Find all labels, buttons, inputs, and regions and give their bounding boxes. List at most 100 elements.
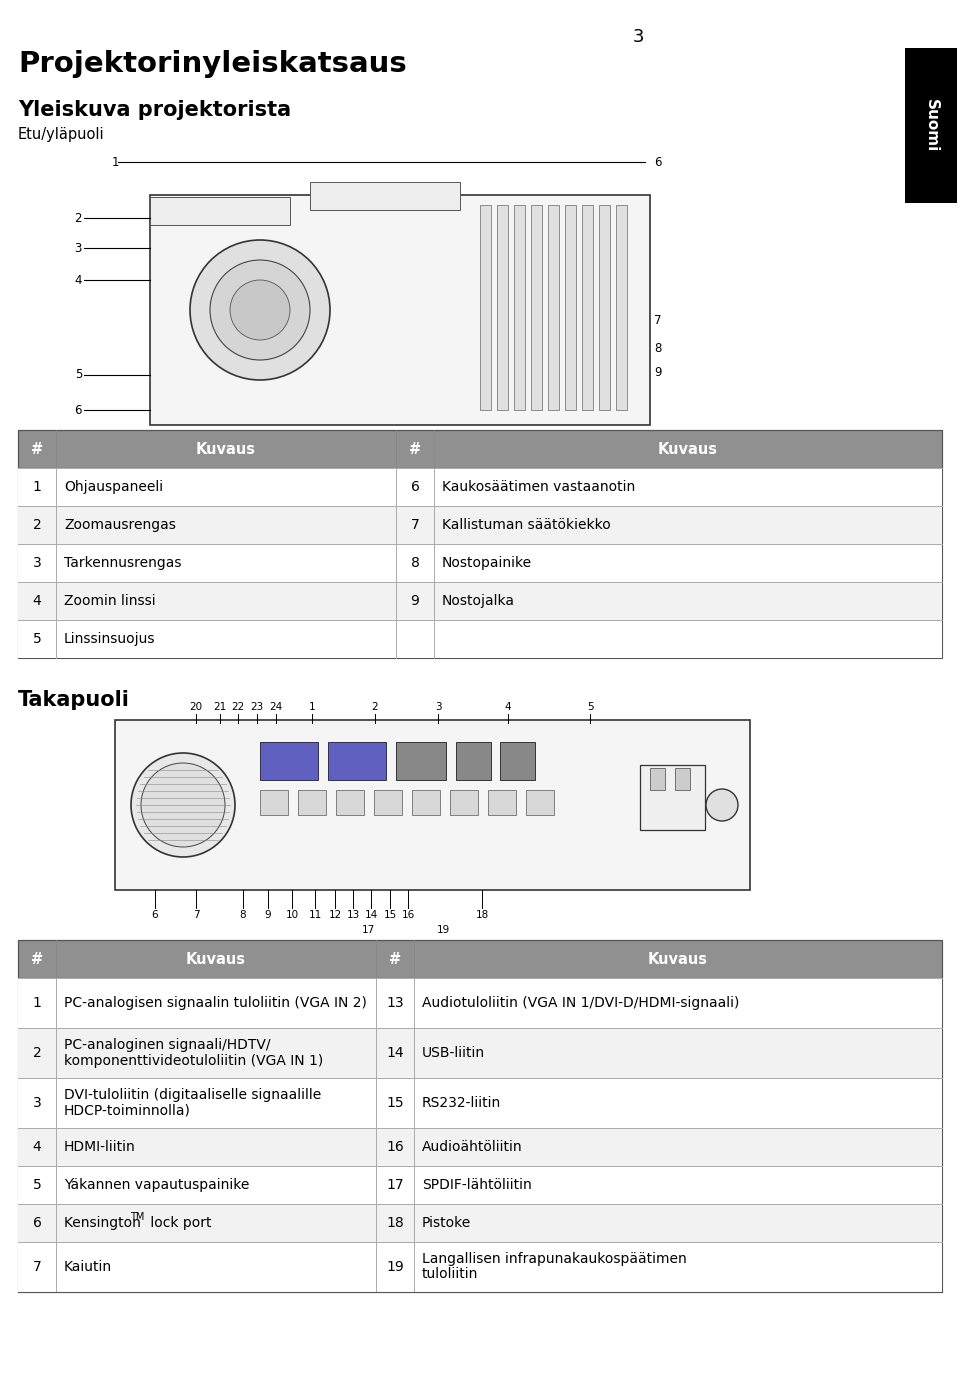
Text: 8: 8 [411,556,420,570]
Bar [18,1127,942,1166]
Bar [18,430,942,468]
Bar [336,789,364,814]
Bar [412,789,440,814]
Text: tuloliitin: tuloliitin [422,1267,478,1281]
Text: Kuvaus: Kuvaus [186,951,246,967]
Text: 9: 9 [265,909,272,921]
Text: Yleiskuva projektorista: Yleiskuva projektorista [18,101,291,120]
Text: #: # [389,951,401,967]
Circle shape [230,279,290,339]
Bar [150,197,290,225]
Text: 13: 13 [386,996,404,1010]
Circle shape [131,753,235,856]
Text: 12: 12 [328,909,342,921]
Bar [260,742,318,780]
Bar [18,1204,942,1242]
Text: 3: 3 [33,1097,41,1111]
Text: Audioähtöliitin: Audioähtöliitin [422,1140,522,1154]
Bar [480,205,491,409]
Text: 14: 14 [365,909,377,921]
Bar [18,506,942,543]
Bar [640,766,705,830]
Bar [150,196,650,425]
Text: 7: 7 [193,909,200,921]
Text: Ohjauspaneeli: Ohjauspaneeli [64,481,163,495]
Bar [526,789,554,814]
Text: DVI-tuloliitin (digitaaliselle signaalille: DVI-tuloliitin (digitaaliselle signaalil… [64,1088,322,1102]
Bar [582,205,593,409]
Text: 5: 5 [33,631,41,645]
Text: 16: 16 [386,1140,404,1154]
Text: 3: 3 [435,703,442,712]
Text: 9: 9 [654,366,661,380]
Text: 13: 13 [347,909,360,921]
Text: 3: 3 [633,28,644,46]
Bar [115,719,750,890]
Text: 15: 15 [386,1097,404,1111]
Text: RS232-liitin: RS232-liitin [422,1097,501,1111]
Text: Langallisen infrapunakaukospäätimen: Langallisen infrapunakaukospäätimen [422,1253,686,1267]
Text: 18: 18 [475,909,489,921]
Bar [675,768,690,789]
Text: 1: 1 [33,481,41,495]
Text: 14: 14 [386,1046,404,1060]
Text: 6: 6 [75,404,82,416]
Bar [650,768,665,789]
Text: 6: 6 [33,1215,41,1229]
Text: 18: 18 [386,1215,404,1229]
Text: 1: 1 [111,155,119,169]
Text: 7: 7 [411,518,420,532]
Text: 5: 5 [75,369,82,381]
Circle shape [141,763,225,847]
Circle shape [210,260,310,360]
Text: 19: 19 [386,1260,404,1274]
Bar [18,978,942,1028]
Text: 2: 2 [33,1046,41,1060]
Text: 8: 8 [654,341,661,355]
Text: lock port: lock port [146,1215,211,1229]
Text: 7: 7 [654,313,661,327]
Text: 4: 4 [33,1140,41,1154]
Text: 6: 6 [411,481,420,495]
Text: Kaiutin: Kaiutin [64,1260,112,1274]
Text: Nostopainike: Nostopainike [442,556,532,570]
Bar [18,430,942,658]
Text: 3: 3 [33,556,41,570]
Text: 4: 4 [75,274,82,286]
Bar [497,205,508,409]
Bar [548,205,559,409]
Text: 6: 6 [152,909,158,921]
Text: SPDIF-lähtöliitin: SPDIF-lähtöliitin [422,1178,532,1192]
Text: Projektorinyleiskatsaus: Projektorinyleiskatsaus [18,50,407,78]
Text: Tarkennusrengas: Tarkennusrengas [64,556,181,570]
Text: 19: 19 [437,925,449,935]
Bar [18,1028,942,1078]
Text: 11: 11 [308,909,322,921]
Text: Kensington: Kensington [64,1215,145,1229]
Text: 6: 6 [654,155,661,169]
Text: komponenttivideotuloliitin (VGA IN 1): komponenttivideotuloliitin (VGA IN 1) [64,1053,324,1067]
Text: TM: TM [130,1213,144,1222]
Text: 5: 5 [587,703,593,712]
Text: 17: 17 [361,925,374,935]
Bar [260,789,288,814]
Bar [500,742,535,780]
Bar [531,205,542,409]
Text: Zoomin linssi: Zoomin linssi [64,594,156,608]
Text: 1: 1 [33,996,41,1010]
Bar [18,620,942,658]
Text: HDMI-liitin: HDMI-liitin [64,1140,135,1154]
Text: Yäkannen vapautuspainike: Yäkannen vapautuspainike [64,1178,250,1192]
Bar [18,1078,942,1127]
Text: 23: 23 [251,703,264,712]
Text: 17: 17 [386,1178,404,1192]
Text: 7: 7 [33,1260,41,1274]
Bar [456,742,491,780]
Bar [18,940,942,978]
Bar [310,182,460,210]
Text: Linssinsuojus: Linssinsuojus [64,631,156,645]
Text: 4: 4 [505,703,512,712]
Text: Kuvaus: Kuvaus [648,951,708,967]
Text: 2: 2 [75,211,82,225]
Text: #: # [409,441,421,457]
